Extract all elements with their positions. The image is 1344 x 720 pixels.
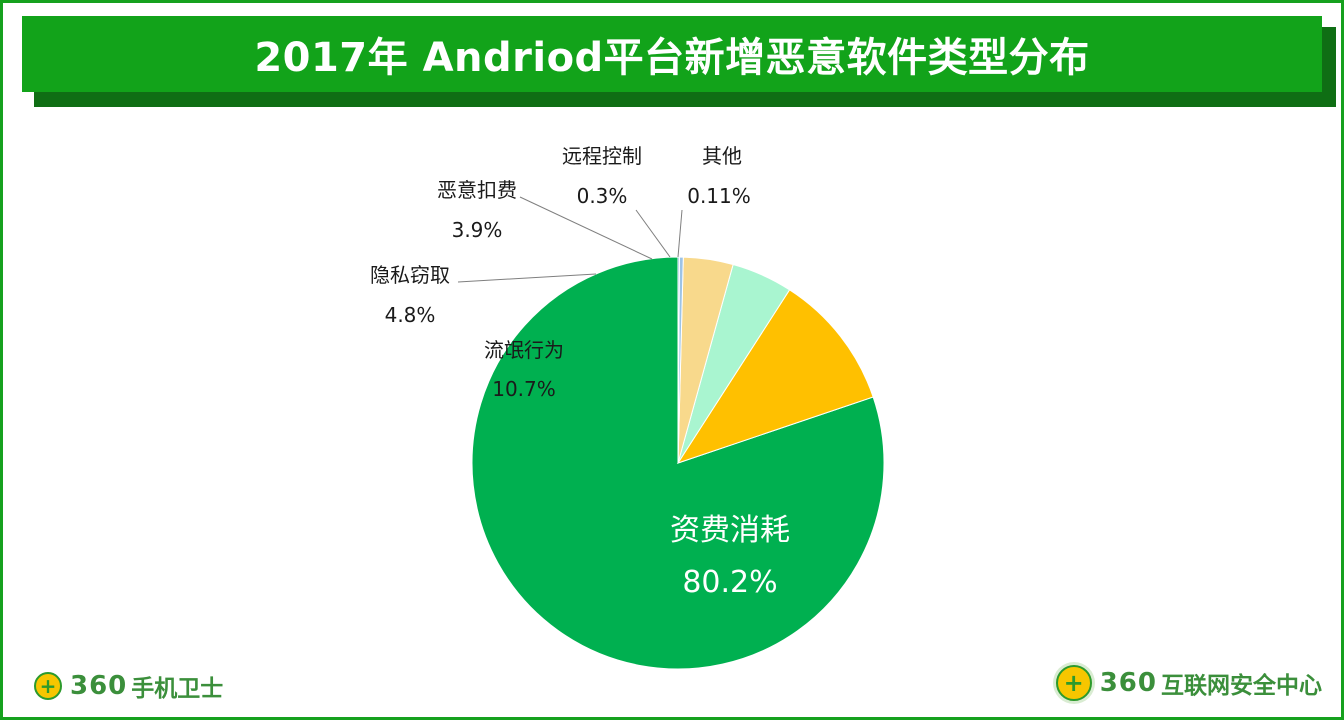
logo-360-mobile-guard: + 360 手机卫士 [34, 669, 223, 703]
slice-value-label: 10.7% [492, 377, 556, 401]
logo-text: 互联网安全中心 [1161, 673, 1322, 699]
plus-badge-icon: + [34, 672, 62, 700]
slice-value-label: 0.3% [577, 184, 628, 208]
chart-title: 2017年 Andriod平台新增恶意软件类型分布 [254, 35, 1090, 81]
pie-slice [676, 289, 874, 464]
slice-label: 其他 [702, 144, 742, 168]
leader-line [635, 209, 671, 258]
slice-label: 隐私窃取 [370, 263, 450, 287]
title-bar: 2017年 Andriod平台新增恶意软件类型分布 [22, 16, 1322, 92]
slice-value-label: 4.8% [385, 303, 436, 327]
wreath-badge-icon: + [1055, 665, 1092, 701]
leader-line [677, 209, 683, 258]
slice-value-label: 3.9% [452, 218, 503, 242]
slice-value-label: 80.2% [682, 565, 777, 600]
logo-360-security-center: + 360 互联网安全中心 [1055, 665, 1322, 701]
slice-label: 流氓行为 [484, 338, 564, 362]
slice-label: 远程控制 [562, 144, 642, 168]
leader-line [457, 273, 597, 283]
logo-number: 360 [1099, 668, 1157, 698]
slice-label: 资费消耗 [670, 513, 790, 548]
logo-text: 手机卫士 [131, 676, 224, 702]
slice-value-label: 0.11% [687, 184, 751, 208]
slice-label: 恶意扣费 [437, 178, 517, 202]
leader-line [519, 196, 653, 260]
logo-number: 360 [70, 671, 128, 701]
